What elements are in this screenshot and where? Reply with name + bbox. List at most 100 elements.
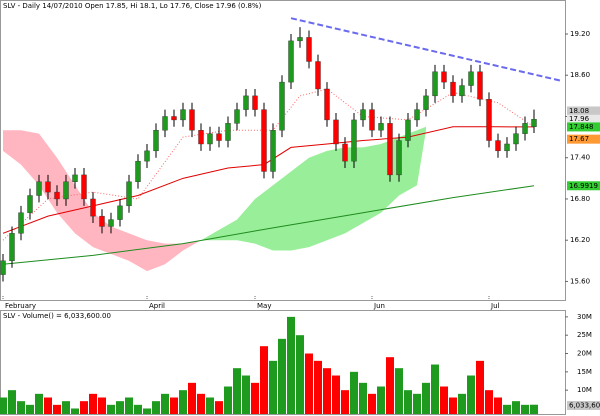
candle-body <box>414 109 420 121</box>
cloud-segment <box>39 133 57 213</box>
candle-body <box>171 116 177 121</box>
price-label-box <box>567 122 600 132</box>
price-label: 17.67 <box>569 135 589 143</box>
volume-bar <box>467 375 475 414</box>
candle-body <box>180 109 186 121</box>
volume-bar <box>305 353 313 414</box>
candle-body <box>225 123 231 141</box>
x-tick-label: May <box>257 302 271 310</box>
volume-bar <box>233 368 241 414</box>
price-label-box <box>567 181 600 191</box>
volume-bar <box>422 382 430 414</box>
indicator-line <box>2 126 535 234</box>
y-tick-label: 18.60 <box>570 71 590 79</box>
x-tick-label: February <box>5 302 36 310</box>
candle-body <box>387 123 393 176</box>
volume-bar <box>0 397 7 414</box>
candle-body <box>360 109 366 121</box>
candle-body <box>504 143 510 152</box>
cloud-segment <box>75 185 93 248</box>
y-tick-label: 16.20 <box>570 236 590 244</box>
volume-bar <box>476 360 484 414</box>
volume-bar <box>107 404 115 414</box>
volume-bar <box>287 316 295 414</box>
candle-body <box>315 61 321 90</box>
cloud-segment <box>399 130 417 196</box>
candle-body <box>162 116 168 131</box>
volume-bar <box>440 386 448 414</box>
candle-body <box>198 130 204 145</box>
candle-body <box>36 181 42 196</box>
cloud-segment <box>363 143 381 224</box>
candle-body <box>189 109 195 131</box>
volume-bar <box>197 393 205 414</box>
candle-body <box>378 123 384 131</box>
candle-body <box>513 133 519 145</box>
price-label: 17.96 <box>569 115 590 123</box>
volume-bar <box>80 401 88 414</box>
candle-body <box>207 133 213 145</box>
volume-label-box <box>567 401 600 410</box>
candle-body <box>54 191 60 200</box>
volume-bar <box>53 404 61 414</box>
volume-bar <box>296 335 304 414</box>
volume-bar <box>314 360 322 414</box>
volume-bar <box>350 371 358 414</box>
volume-bar <box>188 382 196 414</box>
volume-bar <box>179 390 187 414</box>
candle-body <box>468 71 474 86</box>
price-panel <box>0 0 566 301</box>
volume-bar <box>152 401 160 414</box>
cloud-segment <box>255 185 273 251</box>
candle-body <box>252 95 258 110</box>
volume-bar <box>323 368 331 414</box>
x-tick-label: Jun <box>373 302 385 310</box>
cloud-segment <box>327 147 345 241</box>
volume-bar <box>62 401 70 414</box>
volume-bar <box>242 375 250 414</box>
cloud-segment <box>237 198 255 244</box>
candle-body <box>261 109 267 172</box>
y-tick-label: 17.40 <box>570 154 590 162</box>
candle-body <box>495 140 501 152</box>
candle-body <box>234 109 240 124</box>
candle-body <box>297 37 303 42</box>
price-label-box <box>567 106 600 116</box>
volume-bar <box>386 357 394 414</box>
candle-body <box>90 198 96 217</box>
candle-body <box>531 119 537 127</box>
candle-body <box>243 95 249 110</box>
volume-bar <box>143 408 151 414</box>
volume-tick-label: 30M <box>577 313 592 321</box>
volume-bar <box>17 401 25 414</box>
volume-bar <box>431 364 439 414</box>
volume-bar <box>8 390 16 414</box>
candle-body <box>324 88 330 121</box>
candle-body <box>45 181 51 193</box>
x-tick-label: Jul <box>490 302 500 310</box>
candle-body <box>369 109 375 131</box>
candle-body <box>117 205 123 220</box>
cloud-segment <box>291 157 309 251</box>
volume-bar <box>206 397 214 414</box>
volume-bar <box>260 346 268 414</box>
candle-body <box>270 130 276 172</box>
volume-bar <box>89 393 97 414</box>
volume-bar <box>161 393 169 414</box>
price-label: 17.848 <box>569 123 594 131</box>
price-label-box <box>567 114 600 124</box>
volume-bar <box>341 390 349 414</box>
volume-bar <box>413 393 421 414</box>
cloud-segment <box>309 150 327 248</box>
candle-body <box>522 123 528 134</box>
candle-body <box>135 160 141 182</box>
volume-bar <box>71 408 79 414</box>
volume-label: 6,033,60 <box>569 402 600 410</box>
volume-bar <box>26 404 34 414</box>
volume-tick-label: 20M <box>577 350 592 358</box>
volume-tick-label: 25M <box>577 331 592 339</box>
volume-bar <box>449 397 457 414</box>
candle-body <box>0 260 6 275</box>
candle-body <box>288 40 294 83</box>
candle-body <box>477 71 483 100</box>
